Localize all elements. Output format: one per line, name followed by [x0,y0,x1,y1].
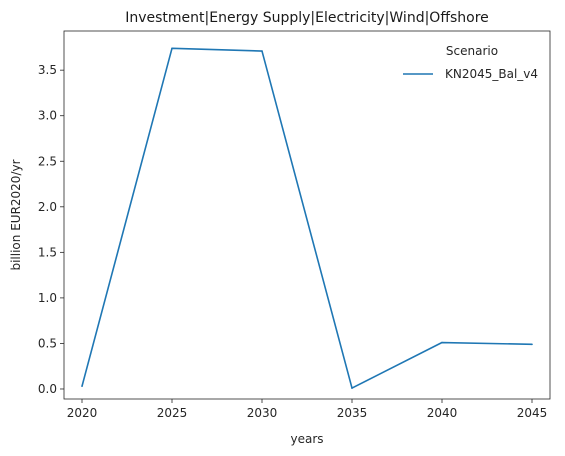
data-point [441,341,443,344]
legend-entry-label: KN2045_Bal_v4 [445,67,538,81]
y-tick-label: 2.0 [38,200,57,214]
x-tick-label: 2020 [67,406,98,420]
legend: Scenario KN2045_Bal_v4 [403,44,538,81]
y-tick-label: 1.0 [38,291,57,305]
y-tick-label: 1.5 [38,245,57,259]
plot-area [63,30,551,400]
y-tick-label: 0.0 [38,382,57,396]
data-point [531,343,533,346]
data-point [171,47,173,50]
y-tick-label: 3.0 [38,109,57,123]
x-tick-label: 2025 [157,406,188,420]
y-axis: 0.0 0.5 1.0 1.5 2.0 2.5 3.0 3.5 [38,63,64,396]
y-tick-label: 2.5 [38,154,57,168]
legend-title: Scenario [446,44,498,58]
x-axis: 2020 2025 2030 2035 2040 2045 [67,399,548,420]
chart-title: Investment|Energy Supply|Electricity|Win… [125,10,489,26]
y-axis-label: billion EUR2020/yr [9,159,23,270]
series-line [81,47,533,389]
y-tick-label: 0.5 [38,336,57,350]
y-tick-label: 3.5 [38,63,57,77]
x-tick-label: 2040 [427,406,458,420]
x-tick-label: 2030 [247,406,278,420]
data-point [351,387,353,389]
x-tick-label: 2035 [337,406,368,420]
data-point [81,385,83,388]
x-tick-label: 2045 [517,406,548,420]
data-point [261,50,263,52]
series-group [81,47,533,389]
x-axis-label: years [290,432,323,446]
